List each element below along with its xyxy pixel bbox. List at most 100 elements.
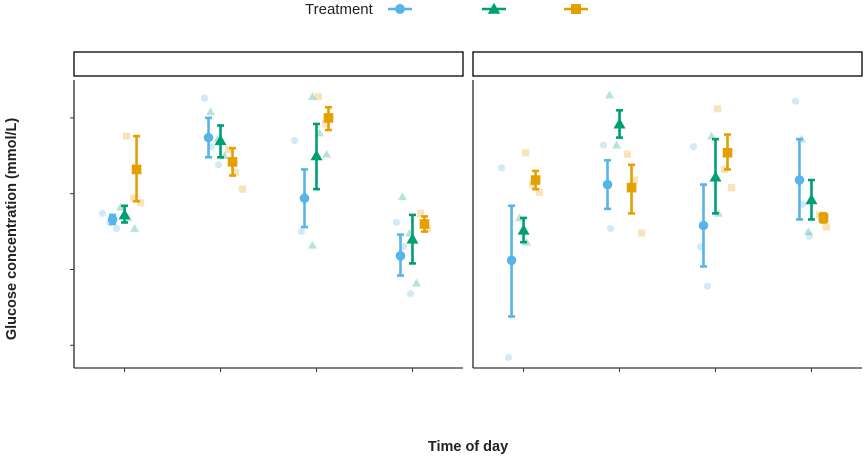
raw-point (637, 229, 646, 237)
panel-male (472, 80, 862, 372)
raw-point (122, 132, 131, 140)
raw-point (606, 224, 615, 233)
mean-point (227, 157, 238, 167)
raw-point (713, 105, 722, 113)
raw-point (689, 143, 698, 151)
errorbar-female-plan-8pm (214, 124, 227, 159)
raw-points (98, 90, 831, 361)
facet-strip-box (73, 51, 464, 77)
mean-point (722, 147, 733, 158)
mean-point (323, 113, 334, 123)
errorbar-male-dark-1am (698, 183, 709, 268)
raw-point (521, 149, 530, 157)
mean-point (818, 213, 829, 223)
raw-point (406, 290, 415, 298)
errorbar-female-dark-1am (299, 168, 310, 229)
legend-key-triangle-icon (487, 2, 501, 14)
raw-point (321, 120, 330, 128)
errorbar-female-flan-1pm (131, 134, 142, 203)
raw-point (791, 97, 800, 105)
errorbar-male-plan-1am (709, 137, 722, 215)
mean-point (530, 175, 541, 185)
mean-point (107, 214, 118, 225)
mean-point (203, 132, 214, 143)
raw-point (231, 168, 240, 177)
legend-item-flan (564, 4, 588, 14)
raw-point (200, 94, 209, 102)
mean-point (698, 220, 709, 231)
mean-point (626, 182, 637, 193)
raw-point (605, 90, 615, 99)
mean-point (794, 175, 805, 185)
errorbar-male-flan-1pm (530, 169, 541, 191)
raw-point (308, 240, 318, 249)
raw-point (397, 192, 407, 201)
errorbar-female-dark-6am (395, 233, 406, 277)
summary-marks (107, 105, 829, 318)
raw-point (411, 278, 421, 287)
raw-point (297, 227, 306, 236)
raw-point (290, 137, 299, 145)
errorbar-female-dark-1pm (107, 213, 118, 226)
raw-point (515, 213, 525, 222)
errorbar-male-plan-6am (805, 178, 818, 221)
mean-point (214, 134, 227, 146)
raw-point (630, 176, 639, 184)
mean-point (602, 179, 613, 190)
raw-point (314, 93, 323, 101)
facet-panels (70, 80, 862, 372)
mean-point (299, 193, 310, 204)
mean-point (709, 171, 722, 182)
mean-point (406, 233, 419, 244)
raw-point (803, 227, 813, 235)
mean-point (395, 251, 406, 261)
raw-point (130, 224, 140, 232)
errorbar-female-plan-6am (406, 213, 419, 265)
panel-female (70, 80, 463, 372)
errorbar-male-dark-8pm (602, 159, 613, 211)
raw-point (116, 202, 126, 211)
legend-title: Treatment (305, 1, 374, 18)
raw-point (805, 232, 814, 240)
raw-point (599, 141, 608, 149)
legend-key-circle-icon (395, 4, 405, 14)
errorbar-female-flan-8pm (227, 146, 238, 177)
raw-point (224, 146, 233, 154)
raw-point (322, 149, 332, 158)
facet-strip-box (472, 51, 863, 77)
raw-point (623, 150, 632, 158)
mean-point (517, 224, 530, 235)
facet-strips (73, 51, 863, 77)
errorbar-male-dark-6am (794, 137, 805, 221)
raw-point (416, 209, 425, 217)
errorbar-male-plan-8pm (613, 109, 626, 139)
mean-point (506, 255, 517, 266)
legend-item-plan (482, 2, 506, 14)
errorbar-male-flan-8pm (626, 163, 637, 215)
raw-point (703, 282, 712, 290)
errorbar-male-flan-1am (722, 133, 733, 171)
raw-point (136, 199, 145, 207)
legend: Treatment (305, 1, 588, 18)
raw-point (308, 92, 318, 101)
raw-point (727, 184, 736, 192)
raw-point (504, 353, 513, 361)
errorbar-female-plan-1pm (118, 204, 131, 224)
raw-point (707, 131, 717, 140)
errorbar-female-plan-1am (310, 122, 323, 191)
errorbar-male-flan-6am (818, 212, 829, 224)
raw-point (822, 223, 831, 231)
facet-strip-male (472, 51, 863, 77)
raw-point (392, 218, 401, 227)
mean-point (310, 149, 323, 161)
errorbar-female-flan-1am (323, 105, 334, 132)
raw-point (497, 164, 506, 172)
mean-point (419, 219, 430, 229)
raw-point (206, 107, 216, 116)
raw-point (112, 224, 121, 233)
mean-point (131, 164, 142, 175)
errorbar-male-dark-1pm (506, 204, 517, 318)
errorbar-female-dark-8pm (203, 116, 214, 159)
errorbar-male-plan-1pm (517, 216, 530, 244)
